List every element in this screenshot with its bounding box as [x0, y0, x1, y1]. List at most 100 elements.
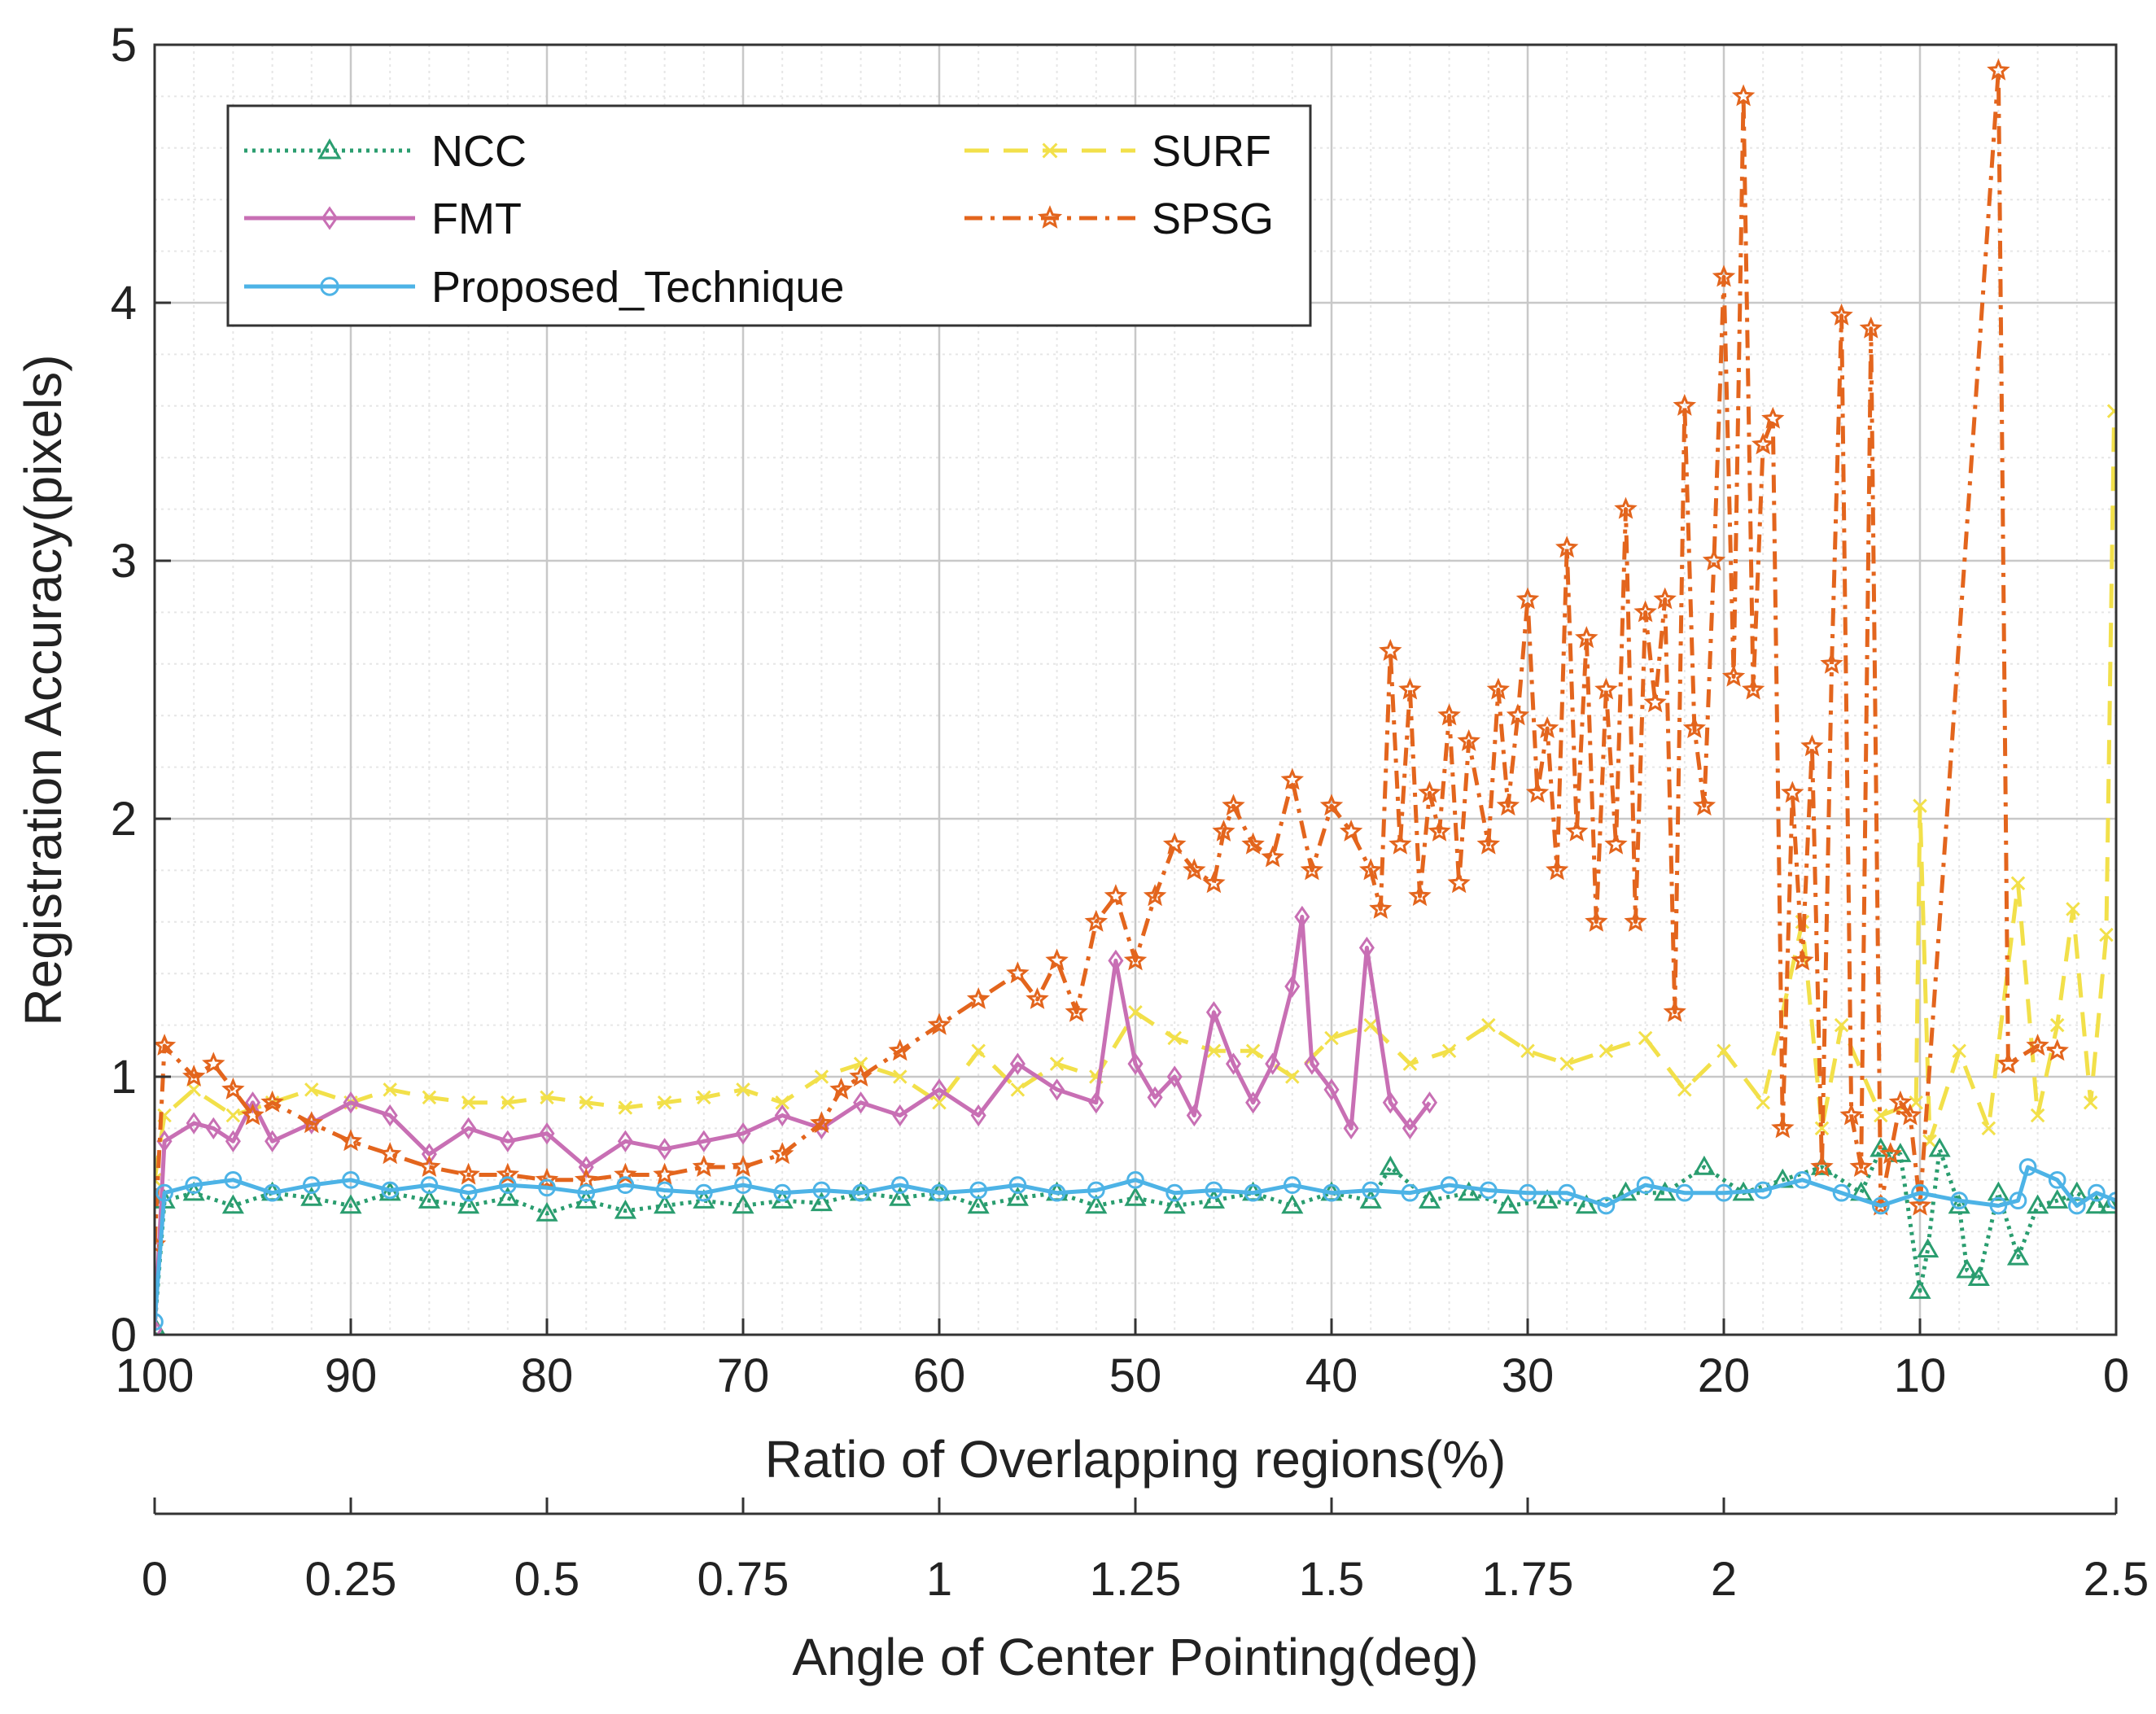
data-point: [225, 1108, 241, 1123]
data-point: [2027, 1194, 2049, 1214]
data-point: [1202, 1189, 1225, 1209]
data-point: [383, 1082, 397, 1097]
data-point: [1428, 820, 1451, 842]
data-point: [1283, 1176, 1301, 1194]
data-point: [2030, 1108, 2045, 1123]
data-point: [853, 1091, 869, 1114]
data-point: [1206, 1043, 1222, 1059]
data-point: [1820, 651, 1843, 674]
data-point: [221, 1077, 245, 1100]
x-tick-label: 20: [1698, 1349, 1751, 1402]
data-point: [421, 1143, 437, 1165]
data-point: [1447, 871, 1471, 894]
data-point: [1379, 1155, 1402, 1175]
data-point: [1559, 1056, 1574, 1071]
data-point: [1388, 832, 1412, 855]
x2-tick-label: 0.25: [305, 1553, 397, 1606]
data-point: [614, 1199, 636, 1219]
data-point: [1981, 1121, 1996, 1136]
data-point: [1913, 798, 1927, 813]
data-point: [1440, 1176, 1458, 1194]
data-point: [1418, 780, 1441, 803]
data-point: [539, 1122, 555, 1145]
data-point: [657, 1138, 673, 1161]
legend-entry-spsg: SPSG: [964, 195, 1274, 243]
data-point: [536, 1201, 558, 1222]
data-point: [501, 1095, 515, 1110]
x-tick-label: 10: [1894, 1349, 1947, 1402]
data-point: [774, 1104, 790, 1127]
legend-box: [226, 104, 1312, 327]
data-point: [849, 1065, 872, 1087]
data-point: [381, 1181, 400, 1200]
data-point: [967, 1194, 990, 1214]
data-point: [654, 1194, 676, 1214]
data-point: [1520, 1043, 1535, 1059]
data-point: [694, 1183, 713, 1202]
data-point: [1124, 1186, 1147, 1206]
data-point: [1535, 716, 1559, 739]
data-point: [1398, 677, 1422, 700]
series-line: [155, 915, 1432, 1330]
data-point: [155, 1034, 177, 1056]
data-point: [1715, 1183, 1733, 1202]
data-point: [810, 1111, 833, 1134]
data-point: [1162, 832, 1187, 855]
x2-axis-label: Angle of Center Pointing(deg): [792, 1628, 1478, 1686]
data-point: [927, 1012, 951, 1035]
data-point: [1147, 1086, 1163, 1108]
data-point: [1653, 587, 1677, 610]
data-point: [697, 1090, 711, 1105]
data-point: [1948, 1194, 1970, 1214]
data-point: [457, 1162, 480, 1185]
data-point: [2083, 1095, 2098, 1110]
data-point: [969, 1181, 988, 1200]
data-point: [1126, 1170, 1144, 1189]
data-point: [735, 1122, 751, 1145]
data-point: [577, 1183, 596, 1202]
data-point: [851, 1183, 870, 1202]
data-point: [1675, 1183, 1694, 1202]
data-point: [1476, 832, 1501, 855]
data-point: [773, 1183, 792, 1202]
x-tick-label: 50: [1109, 1349, 1162, 1402]
data-point: [616, 1176, 635, 1194]
data-point: [1202, 871, 1226, 894]
data-point: [304, 1082, 319, 1097]
data-point: [378, 1142, 402, 1165]
data-point: [461, 1095, 476, 1110]
data-point: [578, 1156, 594, 1178]
data-point: [185, 1176, 203, 1194]
data-point: [814, 1069, 829, 1084]
data-point: [1245, 1043, 1261, 1059]
x-tick-label: 90: [325, 1349, 378, 1402]
data-point: [498, 1176, 517, 1194]
data-point: [930, 1183, 948, 1202]
data-point: [1839, 1103, 1863, 1126]
data-point: [1418, 1189, 1441, 1209]
data-point: [1519, 1183, 1537, 1202]
data-point: [1702, 549, 1726, 571]
data-point: [1810, 1155, 1834, 1175]
data-point: [202, 1052, 225, 1074]
x-tick-label: 80: [521, 1349, 574, 1402]
series-fmt: [155, 905, 1438, 1335]
x2-tick-label: 1.75: [1482, 1553, 1574, 1606]
data-point: [1408, 884, 1432, 907]
legend-label: FMT: [431, 195, 522, 243]
data-point: [1163, 1194, 1186, 1214]
data-point: [420, 1176, 439, 1194]
data-point: [155, 1183, 173, 1202]
data-point: [2066, 1181, 2088, 1201]
data-point: [1104, 884, 1128, 907]
data-point: [1265, 1052, 1281, 1075]
data-point: [317, 138, 342, 160]
data-point: [1183, 858, 1206, 881]
data-point: [1049, 1078, 1065, 1101]
data-point: [538, 1178, 556, 1197]
data-point: [457, 1194, 480, 1214]
data-point: [300, 1186, 323, 1206]
data-point: [1830, 303, 1853, 326]
data-point: [1731, 84, 1756, 107]
